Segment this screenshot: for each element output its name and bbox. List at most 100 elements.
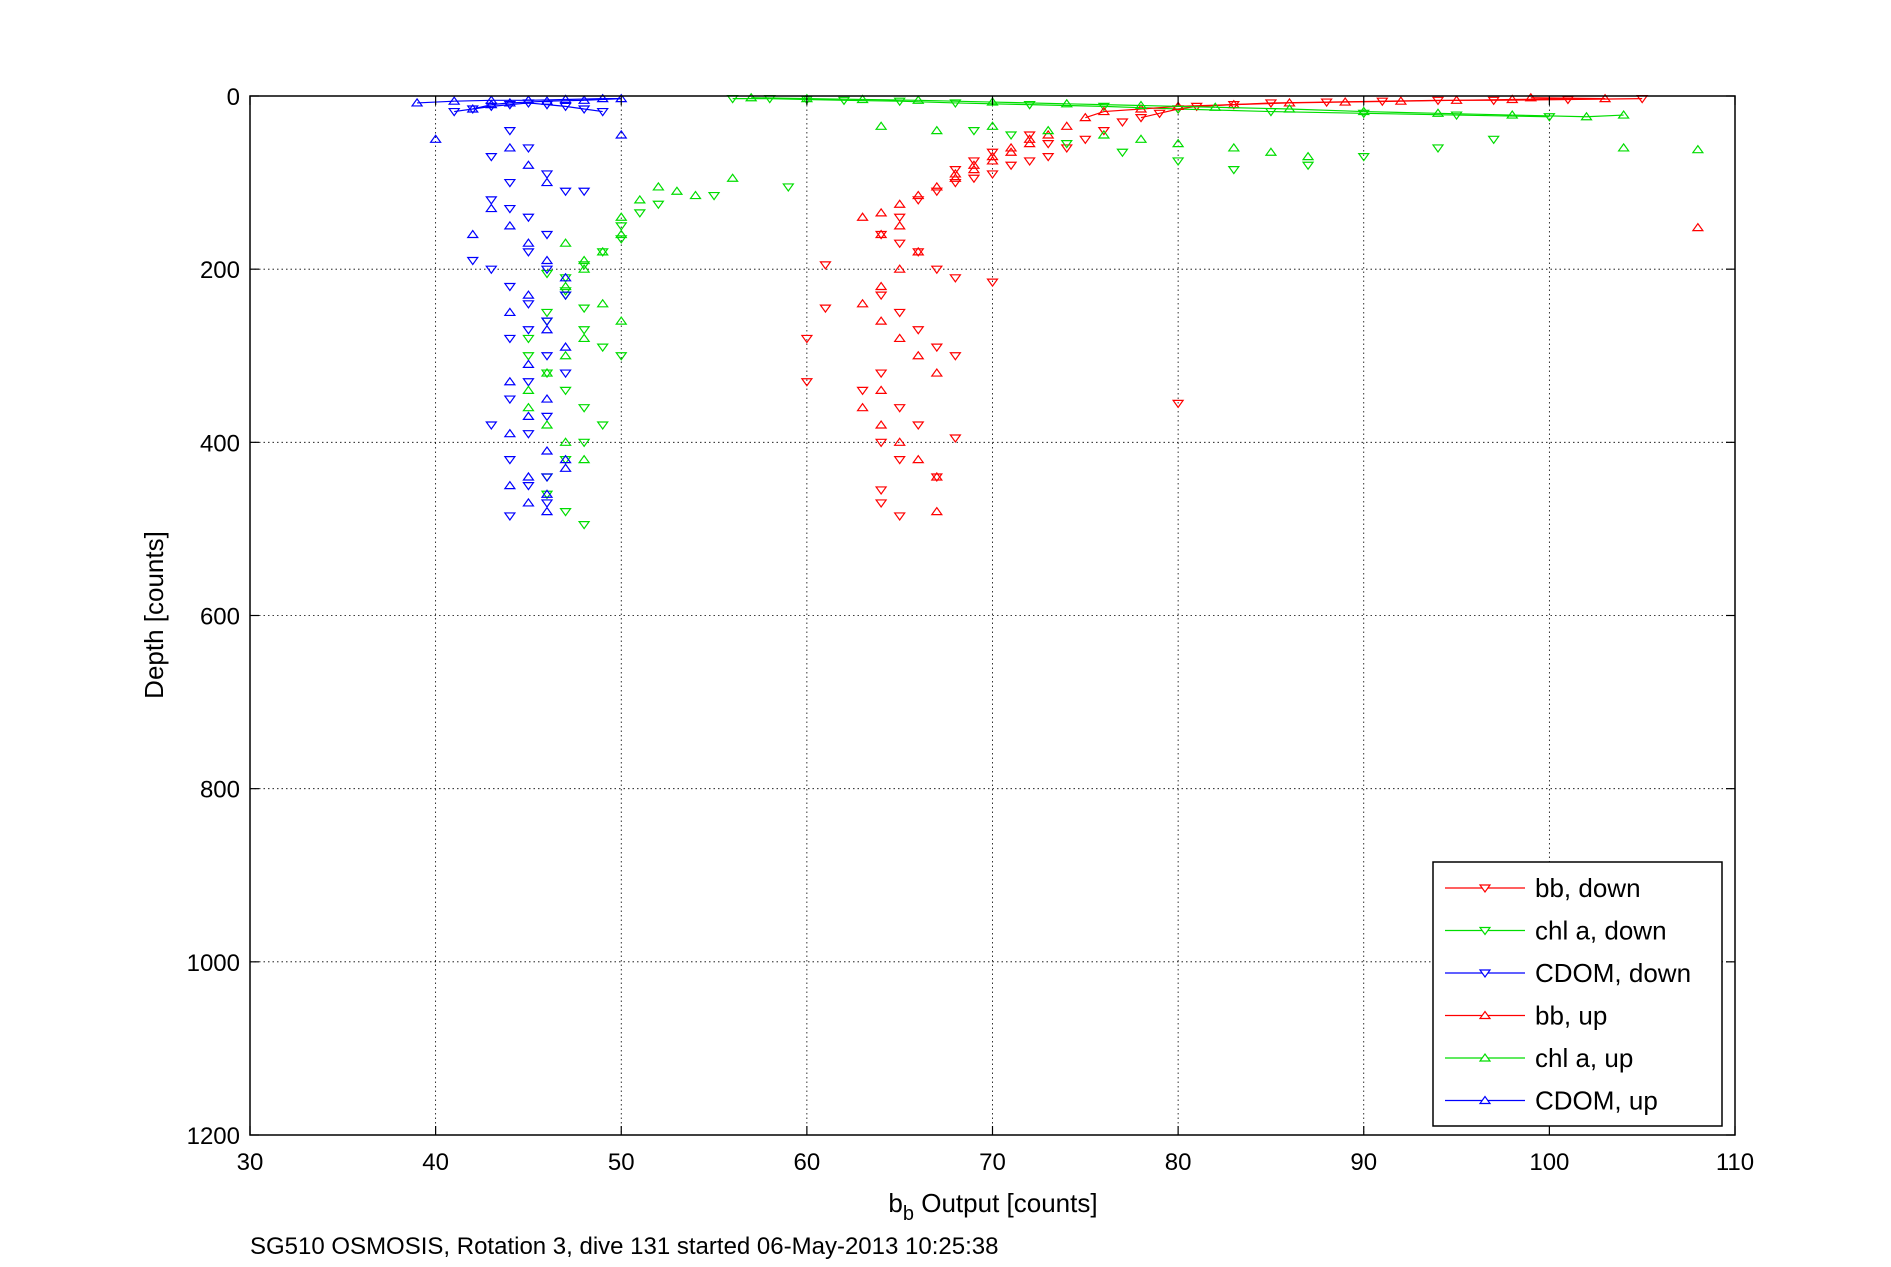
data-point [559, 94, 572, 104]
data-point [967, 160, 981, 169]
data-point [503, 512, 517, 521]
data-point [949, 165, 962, 175]
data-point [559, 454, 572, 464]
data-point [577, 187, 591, 197]
legend-marker [1478, 1010, 1492, 1020]
data-point [1431, 108, 1445, 117]
data-point [874, 499, 888, 508]
data-point [540, 394, 554, 403]
data-point [986, 148, 999, 158]
series-line-segment [806, 97, 863, 101]
data-point [1691, 222, 1705, 232]
data-point [540, 96, 554, 105]
data-point [540, 352, 554, 361]
data-point [856, 386, 869, 396]
x-tick-label: 50 [608, 1149, 635, 1176]
data-point [912, 246, 925, 256]
data-point [485, 203, 498, 213]
legend-label: bb, up [1535, 1001, 1607, 1031]
x-axis-label-main: b [888, 1188, 902, 1218]
data-point [893, 199, 906, 208]
legend-item: bb, down [1445, 873, 1641, 903]
x-tick-label: 30 [237, 1149, 264, 1176]
data-point [1060, 98, 1073, 108]
series-line-segment [1103, 105, 1179, 110]
legend-marker [1478, 926, 1492, 936]
data-point [503, 395, 517, 405]
grid-lines [250, 96, 1735, 1135]
data-point [1060, 144, 1073, 153]
data-point [967, 164, 981, 174]
data-point [986, 155, 999, 165]
data-point [1134, 134, 1148, 143]
data-point [1097, 102, 1111, 112]
data-point [1450, 111, 1463, 121]
data-point [540, 308, 554, 318]
data-point [893, 456, 906, 465]
series-line-segment [454, 99, 492, 102]
data-point [1580, 111, 1593, 121]
series-line-segment [509, 100, 548, 104]
data-point [522, 471, 535, 481]
data-point [540, 489, 554, 498]
legend-item: chl a, down [1445, 916, 1667, 946]
data-point [485, 153, 498, 162]
data-point [856, 298, 869, 308]
data-point [1506, 94, 1519, 104]
data-point [633, 194, 646, 204]
series-line-segment [546, 99, 585, 102]
series-line-segment [1437, 112, 1513, 116]
series-line-segment [1456, 114, 1550, 118]
data-point [930, 181, 943, 191]
data-point [577, 520, 591, 530]
data-point [837, 96, 851, 106]
data-point [577, 105, 591, 115]
series-line-segment [843, 99, 900, 102]
data-point [726, 173, 739, 182]
series-line-segment [918, 99, 993, 103]
series-line-segment [1400, 99, 1457, 102]
data-point [448, 107, 461, 117]
data-point [856, 94, 869, 104]
data-point [1524, 92, 1537, 102]
data-point [522, 411, 535, 420]
data-point [930, 506, 943, 516]
data-point [559, 238, 572, 247]
data-point [1004, 131, 1018, 140]
data-point [522, 238, 535, 247]
data-point [800, 334, 814, 344]
data-point [1617, 142, 1630, 152]
data-point [540, 230, 554, 240]
series-line-segment [751, 97, 807, 100]
data-point [912, 421, 925, 431]
data-point [1171, 157, 1185, 166]
y-tick-label: 0 [227, 84, 240, 111]
x-axis-label-subscript: b [903, 1203, 914, 1225]
data-point [429, 134, 442, 143]
data-series [410, 92, 1705, 530]
series-line-segment [1215, 106, 1290, 110]
data-point [819, 304, 832, 314]
data-point [577, 454, 591, 464]
data-point [559, 187, 572, 197]
x-tick-label: 70 [979, 1149, 1006, 1176]
data-point [540, 445, 554, 455]
y-tick-label: 600 [200, 604, 240, 631]
data-point [1394, 96, 1408, 105]
data-point [596, 298, 609, 308]
data-point [874, 486, 888, 495]
data-point [893, 220, 906, 230]
data-point [893, 333, 906, 343]
data-point [949, 434, 962, 444]
data-point [522, 385, 535, 394]
data-point [1023, 101, 1036, 110]
data-point [466, 229, 479, 239]
data-point [1357, 153, 1370, 162]
data-point [522, 497, 535, 507]
data-point [1060, 121, 1073, 130]
series-line-segment [1178, 108, 1271, 113]
data-point [615, 222, 628, 231]
data-point [874, 385, 888, 394]
data-point [503, 428, 517, 438]
